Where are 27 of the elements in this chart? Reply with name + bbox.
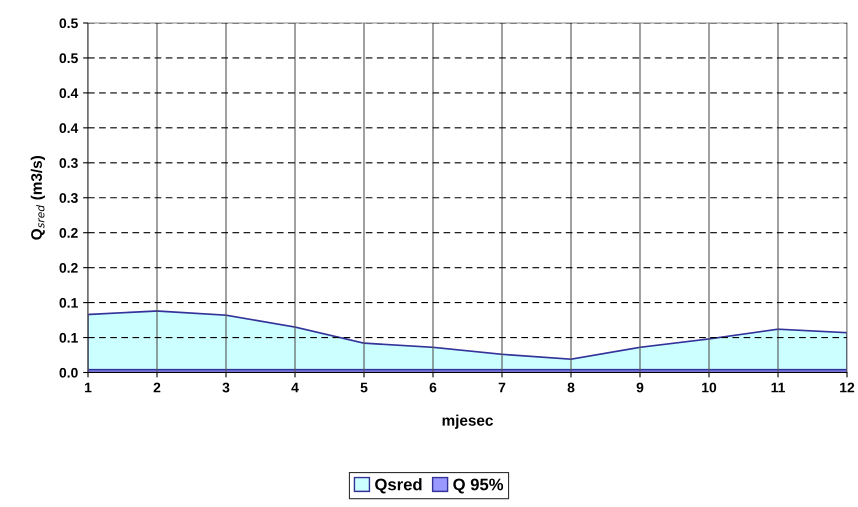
x-tick-label: 8 [568, 382, 574, 392]
y-tick-label: 0.5 [60, 53, 78, 64]
x-tick-label: 11 [772, 382, 785, 392]
legend-label: Q 95% [453, 478, 504, 494]
y-axis-title: Q$_{sred}$ (m3/s) [30, 156, 45, 240]
legend-label: Qsred [375, 478, 422, 494]
y-tick-label: 0.4 [60, 123, 78, 134]
x-tick-label: 10 [702, 382, 716, 392]
y-tick-label: 0.2 [60, 262, 78, 273]
y-tick-label: 0.1 [60, 332, 78, 343]
y-tick-label: 0.1 [60, 298, 78, 308]
x-tick-label: 4 [291, 382, 299, 392]
y-tick-label: 0.0 [60, 368, 78, 378]
x-tick-label: 3 [222, 382, 230, 392]
x-tick-label: 5 [360, 382, 368, 392]
y-tick-label: 0.3 [60, 193, 78, 203]
x-tick-label: 1 [85, 382, 92, 392]
y-tick-label: 0.3 [60, 158, 78, 168]
y-tick-label: 0.4 [60, 88, 78, 98]
x-tick-label: 12 [840, 382, 854, 392]
y-tick-label: 0.5 [60, 18, 78, 28]
x-tick-label: 6 [430, 382, 436, 392]
x-tick-label: 7 [498, 382, 506, 392]
x-tick-label: 2 [154, 382, 160, 392]
x-axis-title: mjesec [442, 414, 493, 429]
y-tick-label: 0.2 [60, 228, 78, 238]
x-tick-label: 9 [636, 382, 644, 392]
